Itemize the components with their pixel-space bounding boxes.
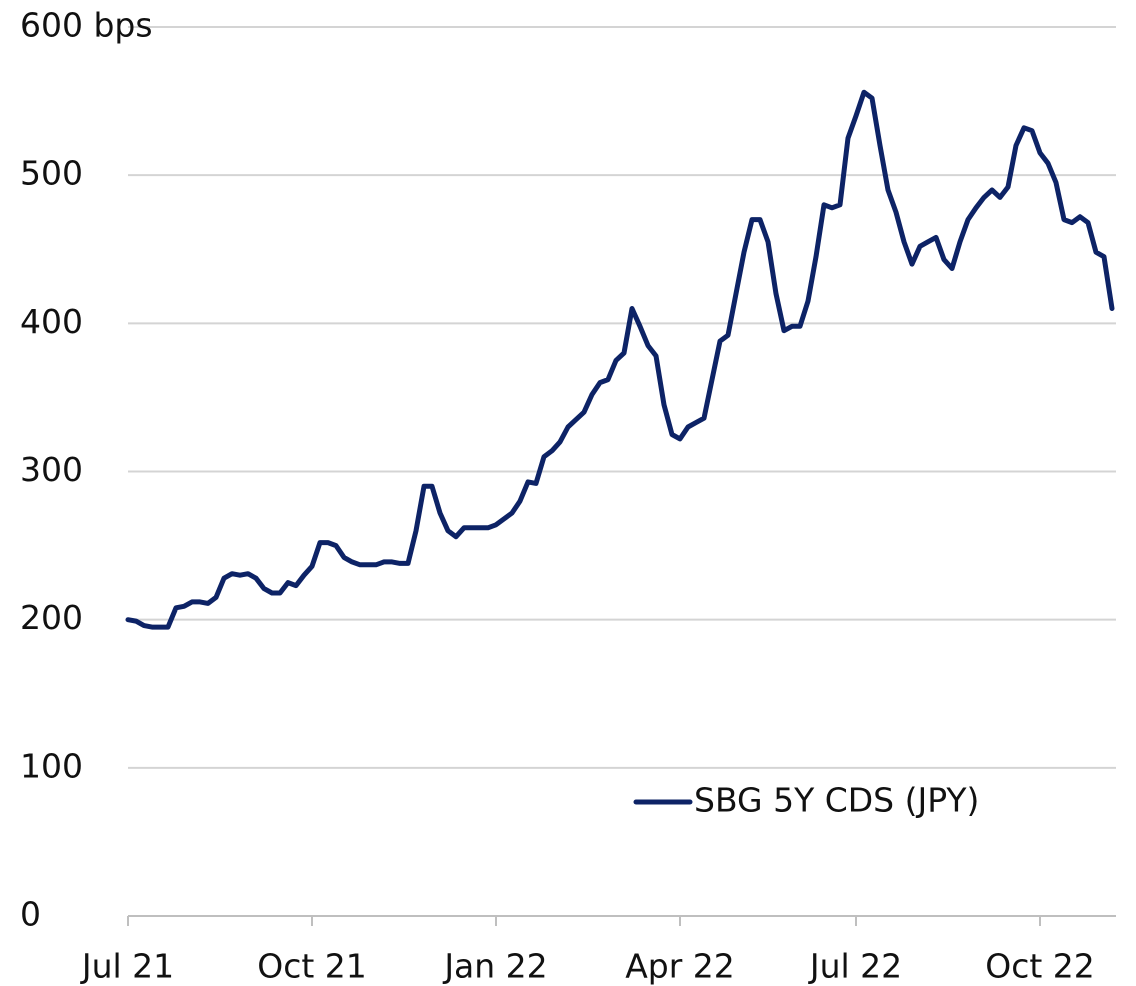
y-tick-label: 500: [20, 154, 83, 193]
y-tick-label: 400: [20, 302, 83, 341]
x-tick-label: Jul 21: [80, 947, 174, 986]
x-tick-label: Jan 22: [442, 947, 547, 986]
y-tick-label: 200: [20, 598, 83, 637]
x-tick-label: Oct 21: [257, 947, 367, 986]
x-tick-label: Apr 22: [625, 947, 735, 986]
y-tick-label: 0: [20, 895, 41, 934]
y-tick-label: 300: [20, 450, 83, 489]
x-tick-label: Jul 22: [808, 947, 902, 986]
legend-label: SBG 5Y CDS (JPY): [694, 781, 979, 820]
x-tick-label: Oct 22: [985, 947, 1095, 986]
y-tick-label: 600 bps: [20, 6, 153, 45]
data-line: [125, 89, 1115, 630]
y-tick-label: 100: [20, 746, 83, 785]
